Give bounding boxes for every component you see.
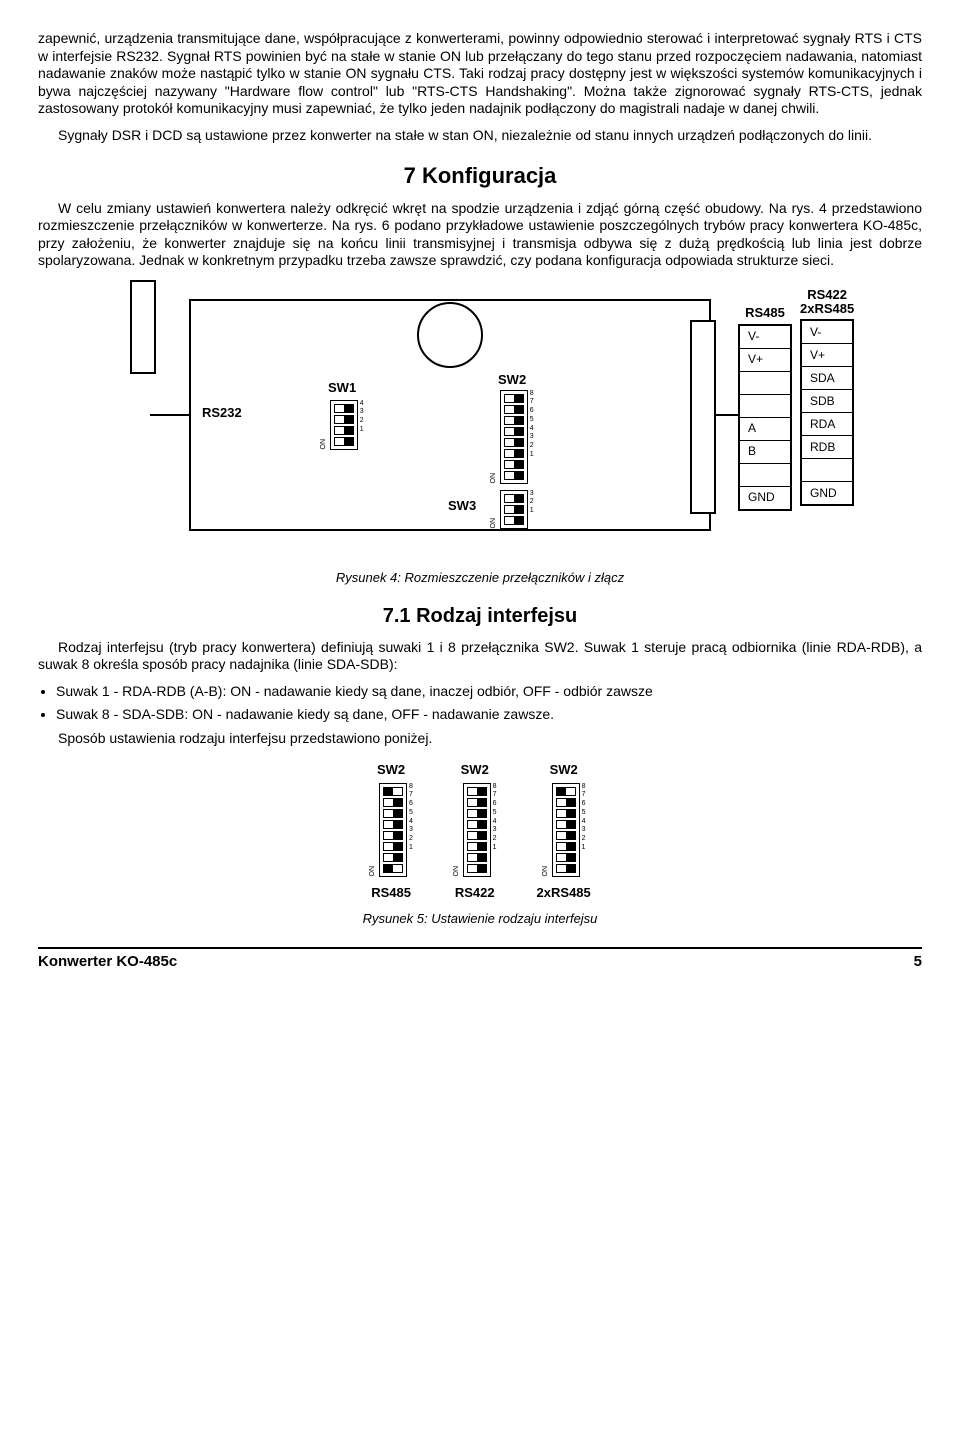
paragraph: Sygnały DSR i DCD są ustawione przez kon… <box>38 127 922 145</box>
paragraph: zapewnić, urządzenia transmitujące dane,… <box>38 30 922 118</box>
rs422-header: RS4222xRS485 <box>800 288 854 317</box>
right-connector <box>690 320 716 514</box>
heading-konfiguracja: 7 Konfiguracja <box>38 162 922 190</box>
paragraph: Sposób ustawienia rodzaju interfejsu prz… <box>58 730 922 748</box>
figure-5-caption: Rysunek 5: Ustawienie rodzaju interfejsu <box>350 911 610 927</box>
footer-title: Konwerter KO-485c <box>38 953 177 972</box>
figure-5-diagram: SW2ON12345678RS485SW2ON12345678RS422SW2O… <box>38 761 922 901</box>
sw1-dip: ON1234 <box>320 400 364 455</box>
sw1-label: SW1 <box>328 380 356 396</box>
bullet-list: Suwak 1 - RDA-RDB (A-B): ON - nadawanie … <box>38 683 922 724</box>
footer-page: 5 <box>914 953 922 972</box>
sw2-dip: ON12345678 <box>490 390 534 489</box>
sw2-label: SW2 <box>498 372 526 388</box>
rs485-header: RS485 <box>738 305 792 321</box>
list-item: Suwak 1 - RDA-RDB (A-B): ON - nadawanie … <box>56 683 922 701</box>
figure-4-diagram: RS232 SW1 ON1234 SW2 ON12345678 SW3 ON12… <box>130 280 830 560</box>
paragraph: Rodzaj interfejsu (tryb pracy konwertera… <box>38 639 922 674</box>
rs485-pins: V-V+ AB GND <box>738 324 792 511</box>
list-item: Suwak 8 - SDA-SDB: ON - nadawanie kiedy … <box>56 706 922 724</box>
heading-rodzaj-interfejsu: 7.1 Rodzaj interfejsu <box>38 604 922 629</box>
rs422-pins: V-V+SDASDBRDARDB GND <box>800 319 854 506</box>
page-footer: Konwerter KO-485c 5 <box>38 947 922 972</box>
figure-4-caption: Rysunek 4: Rozmieszczenie przełączników … <box>38 570 922 586</box>
sw3-label: SW3 <box>448 498 476 514</box>
sw3-dip: ON123 <box>490 490 534 534</box>
rs232-label: RS232 <box>202 405 242 421</box>
rs232-connector <box>130 280 156 374</box>
paragraph: W celu zmiany ustawień konwertera należy… <box>38 200 922 270</box>
